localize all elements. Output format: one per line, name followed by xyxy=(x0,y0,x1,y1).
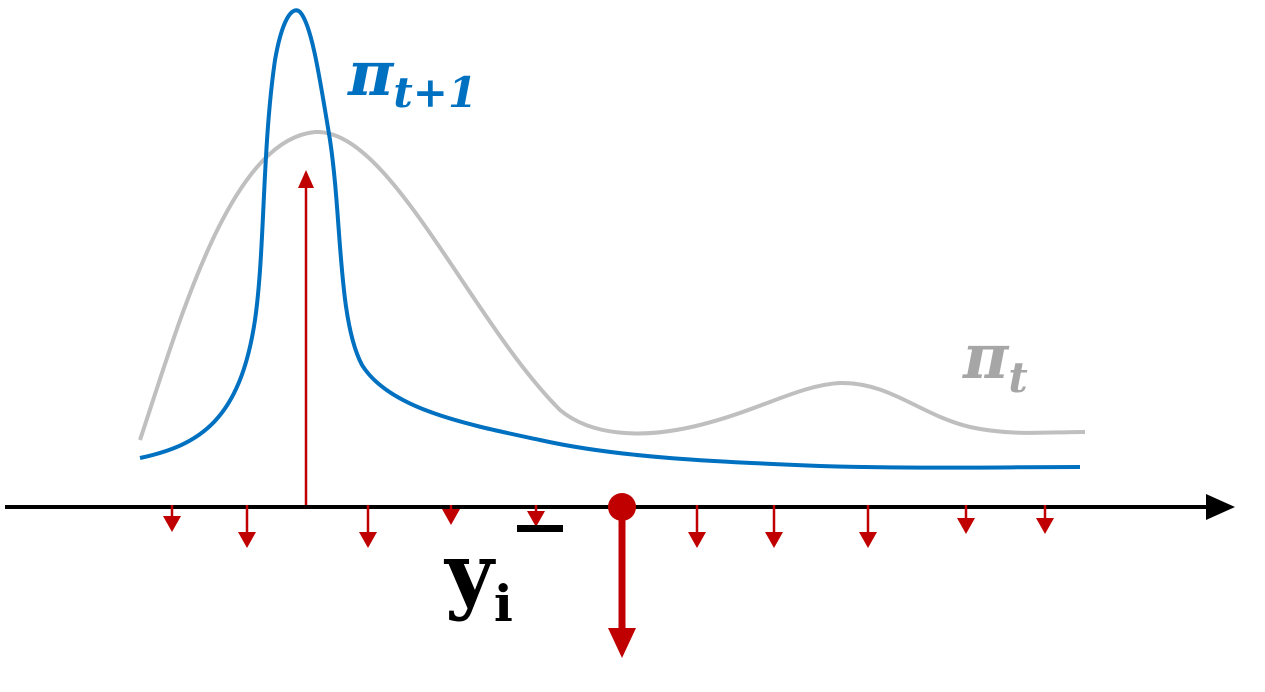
sample-label: yi xyxy=(443,524,513,633)
small-arrowhead-icon xyxy=(957,518,975,534)
new-policy-curve xyxy=(139,8,1081,470)
new-policy-label: πt+1 xyxy=(347,37,477,117)
positive-update-arrowhead-icon xyxy=(298,170,314,188)
small-arrowhead-icon xyxy=(359,532,377,548)
negative-update-arrowhead-icon xyxy=(608,628,636,658)
small-arrowhead-icon xyxy=(859,532,877,548)
sample-label-minus-superscript xyxy=(517,525,563,532)
small-arrowhead-icon xyxy=(688,532,706,548)
small-arrowhead-icon xyxy=(442,509,460,525)
small-arrowhead-icon xyxy=(163,516,181,532)
old-policy-label: πt xyxy=(962,320,1028,402)
small-arrowhead-icon xyxy=(527,511,545,527)
small-arrowhead-icon xyxy=(238,532,256,548)
small-arrowhead-icon xyxy=(765,532,783,548)
small-arrowhead-icon xyxy=(1036,518,1054,534)
old-policy-curve xyxy=(138,129,1086,441)
negative-sample-point xyxy=(608,493,636,521)
x-axis-arrowhead-icon xyxy=(1206,494,1235,520)
